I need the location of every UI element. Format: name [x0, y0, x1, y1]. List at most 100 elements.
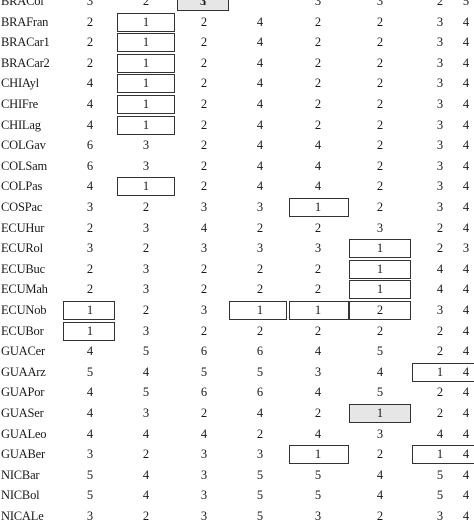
value-cell: 2	[436, 385, 444, 400]
table-row: CHIAyl 4 1 2 4 2 2 3 4	[0, 73, 474, 94]
value-cell: 4	[462, 406, 470, 420]
row-label: ECUMah	[1, 282, 48, 297]
row-label: NICBol	[1, 488, 40, 503]
value-cell: 4	[462, 303, 470, 317]
highlight-box	[349, 280, 411, 300]
value-cell: 2	[142, 447, 150, 462]
value-cell: 4	[142, 426, 150, 441]
table-row: GUASer 4 3 2 4 2 1 2 4	[0, 403, 474, 424]
value-cell: 2	[200, 406, 208, 420]
table-row: BRACol 3 2 1 3 3 3 2 5	[0, 0, 474, 12]
value-cell: 5	[436, 488, 444, 503]
value-cell: 4	[200, 426, 208, 441]
row-label: ECUBuc	[1, 261, 45, 276]
value-cell: 6	[256, 344, 264, 359]
row-label: ECUNob	[1, 303, 47, 317]
value-cell: 4	[462, 220, 470, 235]
value-cell: 2	[376, 117, 384, 132]
value-cell: 4	[86, 97, 94, 111]
table-row: NICBar 5 4 3 5 5 4 5 4	[0, 465, 474, 486]
table-row: BRAFran 2 1 2 4 2 2 3 4	[0, 12, 474, 33]
table-row: BRACar1 2 1 2 4 2 2 3 4	[0, 32, 474, 53]
value-cell: 3	[462, 241, 470, 256]
highlight-box	[117, 33, 175, 53]
table-row: ECURol 3 2 3 3 3 1 2 3	[0, 238, 474, 259]
value-cell: 4	[86, 344, 94, 359]
row-label: GUACer	[1, 344, 45, 359]
highlight-box	[349, 259, 411, 279]
highlight-box	[117, 12, 175, 32]
value-cell: 2	[314, 323, 322, 338]
value-cell: 2	[314, 220, 322, 235]
value-cell: 2	[86, 261, 94, 276]
value-cell: 4	[314, 385, 322, 400]
value-cell: 1	[86, 303, 94, 317]
highlight-box	[63, 301, 115, 320]
value-cell: 4	[462, 509, 470, 523]
value-cell: 4	[200, 220, 208, 235]
value-cell: 4	[256, 35, 264, 50]
value-cell: 4	[256, 97, 264, 111]
value-cell: 3	[256, 447, 264, 462]
value-cell: 2	[376, 323, 384, 338]
value-cell: 4	[436, 282, 444, 297]
value-cell: 3	[436, 97, 444, 111]
value-cell: 2	[256, 282, 264, 297]
value-cell: 4	[86, 385, 94, 400]
value-cell: 2	[376, 509, 384, 523]
highlight-box	[289, 198, 349, 217]
value-cell: 3	[436, 138, 444, 153]
value-cell: 6	[86, 138, 94, 153]
value-cell: 1	[142, 76, 150, 91]
row-label: BRACar2	[1, 55, 50, 70]
value-cell: 2	[256, 261, 264, 276]
value-cell: 4	[462, 14, 470, 29]
value-cell: 2	[256, 426, 264, 441]
table-row: BRACar2 2 1 2 4 2 2 3 4	[0, 53, 474, 74]
table-row: ECUMah 2 3 2 2 2 1 4 4	[0, 279, 474, 300]
value-cell: 3	[86, 447, 94, 462]
row-label: NICBar	[1, 467, 40, 482]
value-cell: 4	[256, 138, 264, 153]
value-cell: 4	[462, 158, 470, 173]
table-row: COLSam 6 3 2 4 4 2 3 4	[0, 156, 474, 177]
row-label: CHIFre	[1, 97, 38, 111]
value-cell: 3	[376, 220, 384, 235]
value-cell: 2	[200, 179, 208, 194]
value-cell: 2	[314, 76, 322, 91]
value-cell: 4	[376, 364, 384, 379]
row-label: NICALe	[1, 509, 44, 523]
value-cell: 2	[436, 344, 444, 359]
value-cell: 2	[376, 138, 384, 153]
value-cell: 2	[200, 138, 208, 153]
value-cell: 4	[462, 488, 470, 503]
value-cell: 4	[142, 364, 150, 379]
value-cell: 3	[436, 179, 444, 194]
value-cell: 2	[376, 200, 384, 214]
value-cell: 5	[256, 509, 264, 523]
value-cell: 2	[376, 76, 384, 91]
table-row: GUAPor 4 5 6 6 4 5 2 4	[0, 382, 474, 403]
highlight-box	[349, 239, 411, 259]
row-label: GUAPor	[1, 385, 45, 400]
value-cell: 5	[142, 385, 150, 400]
value-cell: 4	[256, 14, 264, 29]
value-cell: 4	[376, 488, 384, 503]
value-cell: 1	[200, 0, 208, 8]
value-cell: 3	[376, 0, 384, 8]
value-cell: 3	[200, 241, 208, 256]
value-cell: 3	[436, 55, 444, 70]
value-cell: 1	[376, 406, 384, 420]
value-cell: 3	[436, 76, 444, 91]
value-cell: 3	[142, 261, 150, 276]
value-cell: 5	[200, 364, 208, 379]
highlight-box	[229, 301, 287, 320]
value-cell: 3	[314, 509, 322, 523]
value-cell: 2	[86, 55, 94, 70]
value-cell: 3	[200, 509, 208, 523]
row-label: GUABer	[1, 447, 45, 462]
value-cell: 1	[256, 303, 264, 317]
value-cell: 5	[314, 488, 322, 503]
value-cell: 2	[86, 14, 94, 29]
value-cell: 4	[314, 426, 322, 441]
